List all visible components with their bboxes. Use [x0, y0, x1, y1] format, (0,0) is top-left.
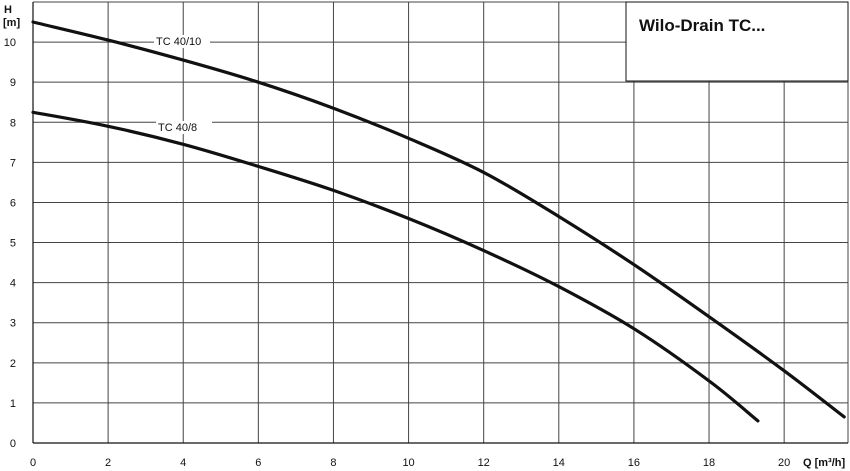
x-tick-label: 14 [553, 457, 565, 469]
y-tick-label: 4 [10, 278, 16, 290]
x-tick-label: 10 [402, 457, 414, 469]
x-tick-label: 12 [478, 457, 490, 469]
y-tick-label: 7 [10, 157, 16, 169]
y-tick-label: 10 [4, 37, 16, 49]
x-tick-label: 16 [628, 457, 640, 469]
y-axis-unit: [m] [3, 17, 20, 29]
series-label-2: TC 40/8 [158, 122, 197, 134]
x-axis-label: Q [m³/h] [803, 457, 845, 469]
x-tick-label: 20 [778, 457, 790, 469]
x-tick-label: 6 [255, 457, 261, 469]
chart-axes [32, 2, 848, 444]
title-box-frame [625, 1, 849, 82]
series-label-1: TC 40/10 [156, 36, 201, 48]
y-tick-label: 2 [10, 358, 16, 370]
x-tick-label: 4 [180, 457, 186, 469]
y-axis-symbol: H [4, 4, 12, 16]
title-box: Wilo-Drain TC... [625, 1, 849, 82]
series-line-1 [31, 20, 846, 419]
y-tick-label: 0 [10, 438, 16, 450]
x-tick-label: 0 [30, 457, 36, 469]
x-tick-label: 18 [703, 457, 715, 469]
y-tick-label: 1 [10, 398, 16, 410]
series-label-bg-1 [154, 35, 210, 48]
x-tick-labels: 0 2 4 6 8 10 12 14 16 18 20 [30, 457, 790, 469]
y-tick-labels: 0 1 2 3 4 5 6 7 8 9 10 [4, 37, 16, 450]
y-tick-label: 3 [10, 318, 16, 330]
y-tick-label: 8 [10, 117, 16, 129]
y-tick-label: 5 [10, 238, 16, 250]
chart-title: Wilo-Drain TC... [639, 16, 765, 35]
x-tick-label: 2 [105, 457, 111, 469]
y-tick-label: 6 [10, 197, 16, 209]
series-line-2 [31, 110, 760, 423]
y-tick-label: 9 [10, 77, 16, 89]
x-tick-label: 8 [330, 457, 336, 469]
chart-series: TC 40/10 TC 40/8 [31, 20, 846, 423]
series-label-bg-2 [156, 121, 212, 134]
